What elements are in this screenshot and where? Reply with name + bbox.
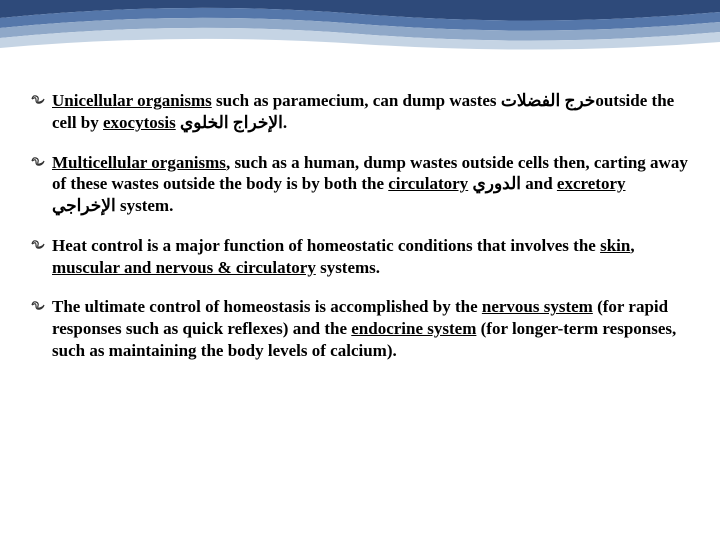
- bullet-text: Unicellular organisms such as paramecium…: [52, 90, 690, 134]
- bullet-item: Heat control is a major function of home…: [30, 235, 690, 279]
- text-segment: excretory: [557, 174, 626, 193]
- text-segment: muscular and nervous & circulatory: [52, 258, 316, 277]
- bullet-item: Unicellular organisms such as paramecium…: [30, 90, 690, 134]
- curly-bullet-icon: [30, 235, 52, 257]
- text-segment: Heat control is a major function of home…: [52, 236, 600, 255]
- text-segment: skin: [600, 236, 630, 255]
- bullet-text: Heat control is a major function of home…: [52, 235, 690, 279]
- text-segment: systems.: [316, 258, 380, 277]
- text-segment: الإخراجي system.: [52, 196, 173, 215]
- text-segment: ,: [630, 236, 634, 255]
- bullet-text: Multicellular organisms, such as a human…: [52, 152, 690, 217]
- curly-bullet-icon: [30, 296, 52, 318]
- text-segment: circulatory: [388, 174, 468, 193]
- curly-bullet-icon: [30, 152, 52, 174]
- text-segment: endocrine system: [351, 319, 476, 338]
- text-segment: exocytosis: [103, 113, 176, 132]
- text-segment: The ultimate control of homeostasis is a…: [52, 297, 482, 316]
- text-segment: Unicellular organisms: [52, 91, 212, 110]
- bullet-text: The ultimate control of homeostasis is a…: [52, 296, 690, 361]
- header-wave-decoration: [0, 0, 720, 60]
- slide-content: Unicellular organisms such as paramecium…: [30, 90, 690, 380]
- text-segment: Multicellular organisms: [52, 153, 226, 172]
- bullet-item: The ultimate control of homeostasis is a…: [30, 296, 690, 361]
- text-segment: الدوري and: [468, 174, 557, 193]
- text-segment: nervous system: [482, 297, 593, 316]
- text-segment: الإخراج الخلوي.: [176, 113, 287, 132]
- bullet-item: Multicellular organisms, such as a human…: [30, 152, 690, 217]
- curly-bullet-icon: [30, 90, 52, 112]
